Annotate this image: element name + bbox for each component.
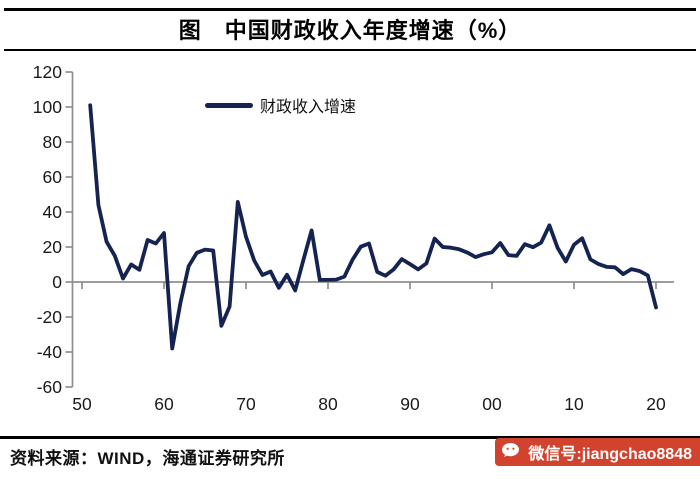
y-tick-label: -20 bbox=[37, 307, 63, 327]
x-tick-label: 80 bbox=[318, 394, 338, 414]
x-tick-label: 20 bbox=[646, 394, 666, 414]
y-tick-label: 120 bbox=[33, 62, 62, 82]
wechat-id-label: 微信号:jiangchao8848 bbox=[528, 446, 692, 463]
top-rule bbox=[4, 8, 696, 11]
legend-line-sample bbox=[205, 102, 253, 108]
footer-rule bbox=[0, 436, 700, 439]
legend: 财政收入增速 bbox=[205, 93, 356, 117]
wechat-icon bbox=[502, 443, 520, 457]
y-tick-label: 80 bbox=[43, 132, 63, 152]
x-tick-label: 10 bbox=[564, 394, 584, 414]
y-tick-label: 100 bbox=[33, 97, 62, 117]
y-tick-label: -60 bbox=[37, 377, 63, 397]
title-bottom-rule bbox=[4, 49, 696, 51]
y-tick-label: -40 bbox=[37, 342, 63, 362]
y-tick-label: 40 bbox=[43, 202, 63, 222]
y-tick-label: 60 bbox=[43, 167, 63, 187]
page-title: 图 中国财政收入年度增速（%） bbox=[178, 18, 522, 43]
source-note: 资料来源：WIND，海通证券研究所 bbox=[10, 449, 285, 468]
revenue-growth-line bbox=[88, 103, 658, 351]
legend-label: 财政收入增速 bbox=[260, 99, 357, 116]
x-tick-label: 90 bbox=[400, 394, 420, 414]
x-tick-label: 50 bbox=[72, 394, 92, 414]
x-tick-label: 70 bbox=[236, 394, 256, 414]
y-tick-label: 20 bbox=[43, 237, 63, 257]
y-tick-label: 0 bbox=[52, 272, 62, 292]
wechat-badge: 微信号:jiangchao8848 bbox=[495, 438, 700, 466]
x-tick-label: 00 bbox=[482, 394, 502, 414]
x-tick-label: 60 bbox=[154, 394, 174, 414]
